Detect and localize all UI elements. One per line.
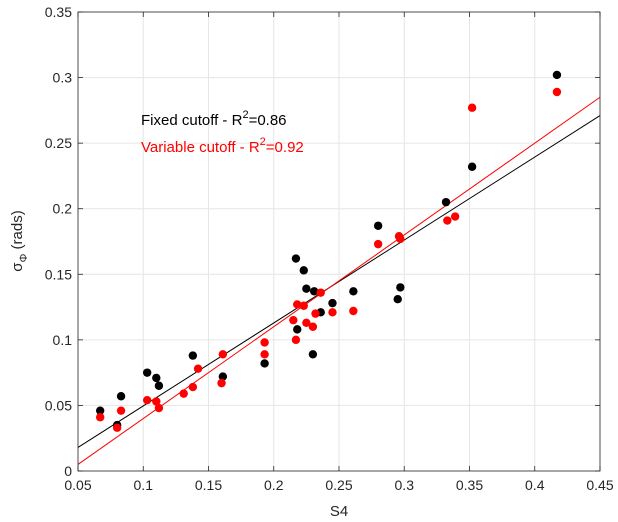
variable-cutoff-point (328, 308, 337, 317)
variable-cutoff-point (373, 239, 383, 249)
fixed-annotation-sup: 2 (242, 109, 248, 121)
fixed-cutoff-point (393, 295, 402, 304)
fit-lines (77, 96, 601, 465)
y-tick-label: 0.2 (53, 201, 73, 217)
variable-cutoff-point (188, 382, 198, 392)
variable-cutoff-point (154, 403, 164, 413)
variable-cutoff-point (152, 397, 161, 406)
y-tick-label: 0.35 (45, 4, 72, 20)
variable-cutoff-point (302, 318, 311, 328)
variable-cutoff-point (260, 338, 269, 347)
fixed-cutoff-point (373, 221, 383, 230)
data-points (95, 70, 562, 432)
variable-cutoff-point (311, 309, 320, 318)
variable-cutoff-point (260, 350, 269, 359)
variable-cutoff-point (396, 234, 405, 244)
variable-cutoff-point (142, 395, 152, 405)
variable-cutoff-point (467, 103, 477, 112)
fixed-cutoff-point (299, 266, 308, 275)
y-axis-label-symbol: σ (9, 262, 26, 272)
variable-annotation-value: =0.92 (266, 139, 304, 156)
fixed-cutoff-fit-line (77, 115, 601, 448)
fixed-cutoff-annotation: Fixed cutoff - R2=0.86 (141, 109, 287, 129)
fixed-cutoff-point (552, 70, 562, 80)
fixed-cutoff-point (116, 392, 126, 401)
variable-annotation-sup: 2 (260, 136, 266, 148)
y-tick-label: 0.05 (45, 397, 72, 413)
variable-cutoff-point (291, 335, 301, 345)
fixed-cutoff-point (218, 372, 228, 381)
fixed-cutoff-point (188, 351, 198, 360)
x-axis-ticks: 0.05 0.1 0.15 0.2 0.25 0.3 0.35 0.4 0.45 (64, 12, 614, 493)
fixed-cutoff-point (154, 381, 164, 390)
fixed-annotation-value: =0.86 (249, 112, 287, 129)
fixed-annotation-text: Fixed cutoff - R (141, 112, 243, 129)
x-tick-label: 0.15 (195, 477, 222, 493)
fixed-cutoff-point (396, 283, 405, 292)
variable-cutoff-point (193, 364, 203, 373)
variable-cutoff-point (116, 406, 126, 415)
variable-cutoff-point (217, 378, 226, 388)
y-tick-label: 0.1 (53, 332, 73, 348)
x-tick-label: 0.05 (64, 477, 91, 493)
x-tick-label: 0.4 (525, 477, 545, 493)
variable-cutoff-point (218, 350, 228, 359)
fixed-cutoff-point (302, 284, 311, 293)
y-axis-label-subscript: Φ (18, 253, 30, 262)
fixed-cutoff-point (441, 197, 451, 207)
variable-cutoff-annotation: Variable cutoff - R2=0.92 (141, 136, 304, 156)
x-tick-label: 0.2 (264, 477, 284, 493)
fixed-cutoff-point (328, 298, 337, 308)
fixed-cutoff-point (95, 406, 105, 415)
fixed-cutoff-point (349, 287, 358, 296)
variable-cutoff-point (293, 300, 302, 309)
x-tick-label: 0.25 (325, 477, 352, 493)
y-tick-label: 0.15 (45, 266, 72, 282)
x-axis-label: S4 (330, 503, 348, 520)
y-tick-label: 0.25 (45, 135, 72, 151)
variable-cutoff-fit-line (77, 96, 601, 465)
variable-cutoff-point (443, 216, 452, 225)
fixed-cutoff-point (293, 325, 302, 334)
variable-cutoff-point (289, 315, 298, 325)
x-tick-label: 0.1 (134, 477, 154, 493)
y-tick-label: 0 (64, 463, 72, 479)
variable-cutoff-point (308, 322, 318, 331)
x-tick-label: 0.35 (456, 477, 483, 493)
fixed-cutoff-point (260, 359, 269, 368)
fixed-cutoff-point (467, 162, 477, 171)
x-tick-label: 0.3 (395, 477, 415, 493)
variable-cutoff-point (552, 87, 562, 97)
variable-cutoff-point (112, 423, 122, 432)
variable-cutoff-point (179, 389, 188, 398)
variable-cutoff-point (349, 306, 358, 316)
x-tick-label: 0.45 (586, 477, 613, 493)
variable-annotation-text: Variable cutoff - R (141, 139, 260, 156)
fixed-cutoff-point (152, 373, 161, 383)
fixed-cutoff-point (142, 368, 152, 377)
variable-cutoff-point (316, 288, 325, 297)
fixed-cutoff-point (308, 350, 318, 359)
fixed-cutoff-point (291, 254, 301, 263)
variable-cutoff-point (299, 301, 308, 310)
y-axis-ticks: 0 0.05 0.1 0.15 0.2 0.25 0.3 0.35 (45, 4, 600, 479)
fixed-cutoff-point (310, 287, 319, 296)
variable-cutoff-point (450, 212, 460, 221)
y-axis-label: σΦ (rads) (9, 210, 30, 271)
y-axis-label-unit: (rads) (9, 210, 26, 253)
y-tick-label: 0.3 (53, 70, 73, 86)
variable-cutoff-point (95, 413, 105, 422)
